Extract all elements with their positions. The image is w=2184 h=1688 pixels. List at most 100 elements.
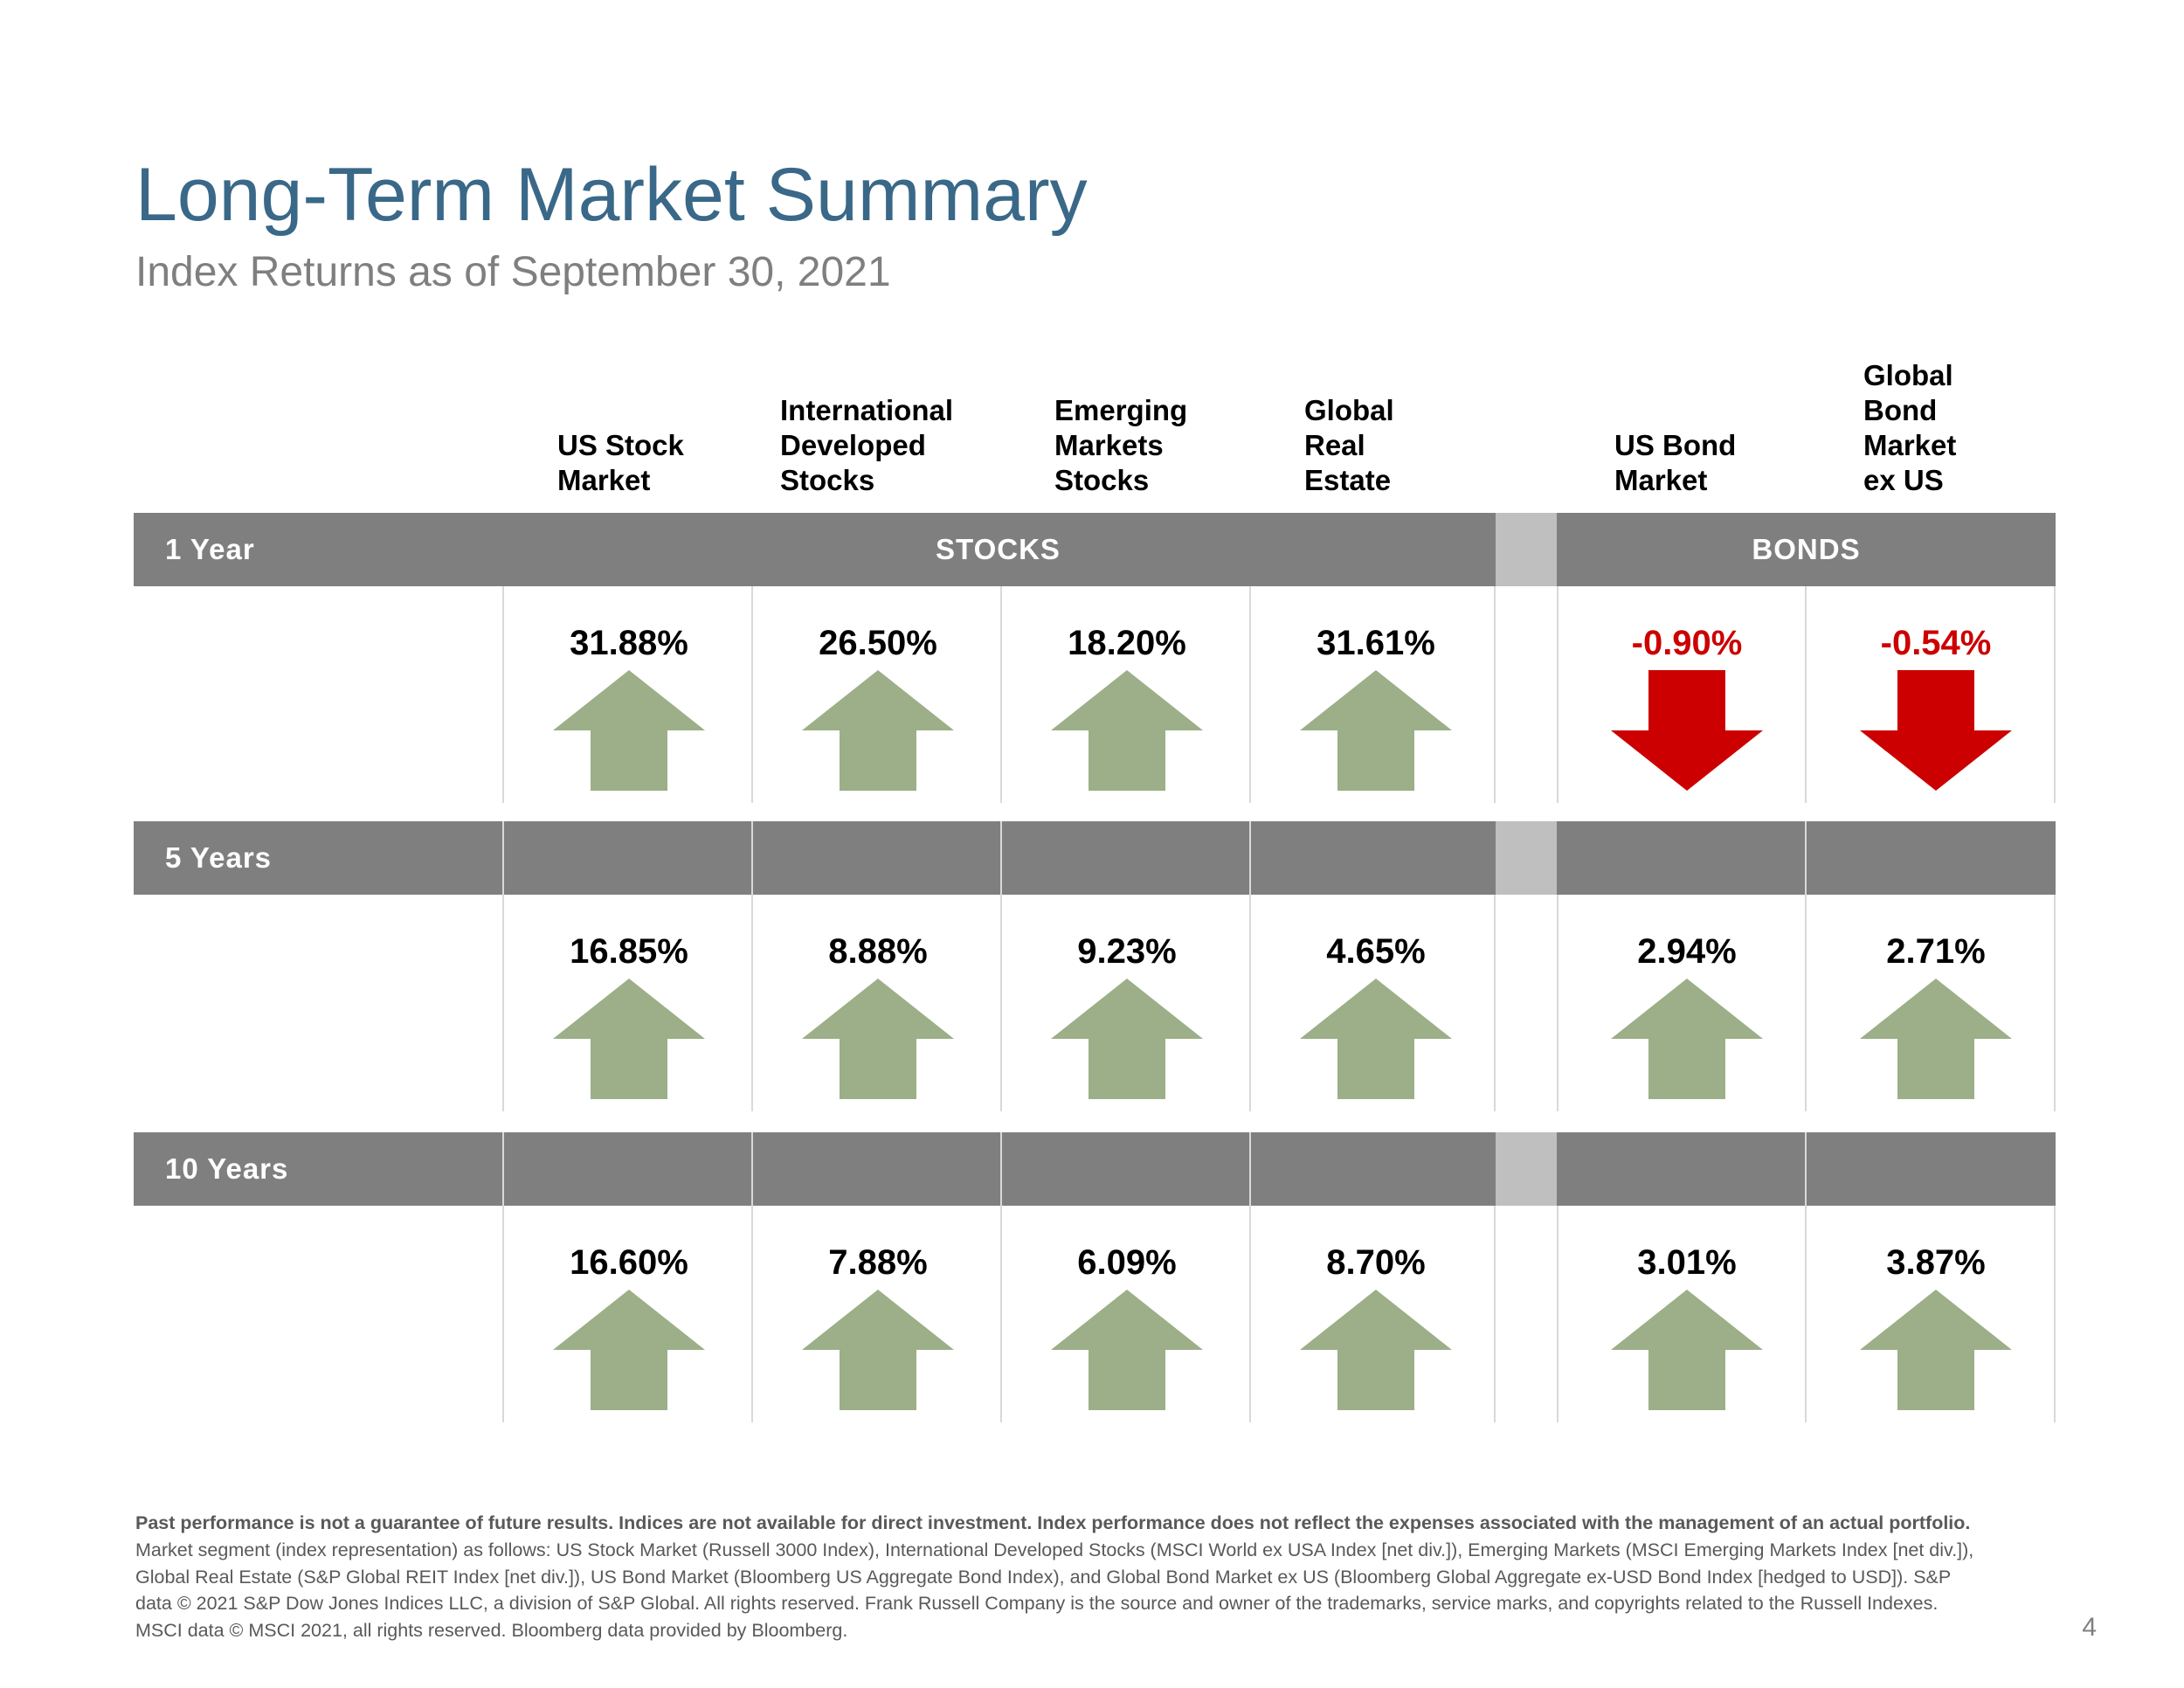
column-header-line: Market: [1614, 464, 1708, 496]
arrow-shape: [1300, 979, 1452, 1099]
grid-line: [751, 586, 753, 803]
up-arrow-icon: [802, 979, 954, 1099]
grid-line: [1494, 1206, 1496, 1422]
up-arrow-icon: [553, 670, 705, 791]
period-band: 5 Years: [134, 821, 2056, 895]
column-header-line: Estate: [1304, 464, 1392, 496]
group-label-stocks: STOCKS: [936, 533, 1061, 565]
grid-line: [2054, 895, 2056, 1111]
column-header-line: ex US: [1863, 464, 1944, 496]
grid-line: [502, 895, 504, 1111]
arrow-shape: [553, 670, 705, 791]
band-separator: [502, 821, 504, 895]
column-header-line: Markets: [1054, 429, 1164, 461]
arrow-shape: [1611, 670, 1763, 791]
grid-line: [1249, 895, 1251, 1111]
page-number: 4: [2082, 1613, 2097, 1642]
grid-line: [751, 895, 753, 1111]
page-title: Long-Term Market Summary: [135, 153, 1088, 237]
grid-line: [1000, 586, 1002, 803]
band-separator: [502, 1132, 504, 1206]
group-label-bonds: BONDS: [1752, 533, 1861, 565]
grid-line: [1557, 1206, 1559, 1422]
up-arrow-icon: [1860, 979, 2012, 1099]
return-value: 8.70%: [1326, 1243, 1426, 1282]
grid-line: [1249, 586, 1251, 803]
arrow-shape: [802, 1290, 954, 1410]
band-separator: [1249, 1132, 1251, 1206]
return-value: 2.71%: [1886, 932, 1986, 971]
arrow-shape: [1051, 670, 1203, 791]
return-value: 26.50%: [819, 624, 937, 662]
up-arrow-icon: [1860, 1290, 2012, 1410]
arrow-shape: [802, 979, 954, 1099]
return-value: -0.90%: [1631, 624, 1743, 662]
column-header-line: Global: [1304, 394, 1394, 426]
grid-line: [1805, 586, 1807, 803]
grid-line: [2054, 1206, 2056, 1422]
arrow-shape: [1860, 670, 2012, 791]
column-header-line: Bond: [1863, 394, 1938, 426]
up-arrow-icon: [1611, 1290, 1763, 1410]
band-separator: [751, 1132, 753, 1206]
arrow-shape: [1300, 670, 1452, 791]
return-value: 18.20%: [1068, 624, 1186, 662]
up-arrow-icon: [1300, 670, 1452, 791]
grid-line: [751, 1206, 753, 1422]
column-header-line: International: [780, 394, 954, 426]
column-header-line: Global: [1863, 359, 1953, 391]
column-header: US Bond Market: [1614, 428, 1736, 498]
period-label: 10 Years: [165, 1152, 289, 1185]
up-arrow-icon: [802, 1290, 954, 1410]
up-arrow-icon: [553, 1290, 705, 1410]
band-separator: [1805, 1132, 1807, 1206]
return-value: 16.85%: [570, 932, 688, 971]
footnote-sources: Market segment (index representation) as…: [135, 1539, 1974, 1642]
grid-line: [1557, 895, 1559, 1111]
arrow-shape: [1860, 1290, 2012, 1410]
column-header-line: Stocks: [1054, 464, 1150, 496]
down-arrow-icon: [1860, 670, 2012, 791]
up-arrow-icon: [802, 670, 954, 791]
band-separator: [751, 821, 753, 895]
footnote-disclaimer: Past performance is not a guarantee of f…: [135, 1512, 1971, 1533]
arrow-shape: [1860, 979, 2012, 1099]
band-gap: [1496, 821, 1557, 895]
up-arrow-icon: [1611, 979, 1763, 1099]
arrow-shape: [1611, 979, 1763, 1099]
up-arrow-icon: [1300, 1290, 1452, 1410]
up-arrow-icon: [1300, 979, 1452, 1099]
return-value: 3.01%: [1637, 1243, 1737, 1282]
grid-line: [502, 586, 504, 803]
return-value: 31.61%: [1317, 624, 1435, 662]
column-header: International Developed Stocks: [780, 393, 953, 498]
footnote: Past performance is not a guarantee of f…: [135, 1510, 1987, 1644]
period-band: 10 Years: [134, 1132, 2056, 1206]
grid-line: [1494, 895, 1496, 1111]
arrow-shape: [802, 670, 954, 791]
band-separator: [1000, 821, 1002, 895]
return-value: 8.88%: [828, 932, 928, 971]
grid-line: [1000, 1206, 1002, 1422]
band-separator: [1805, 821, 1807, 895]
grid-line: [2054, 586, 2056, 803]
band-gap: [1496, 513, 1557, 586]
grid-line: [1249, 1206, 1251, 1422]
return-value: 16.60%: [570, 1243, 688, 1282]
grid-line: [1557, 586, 1559, 803]
band-separator: [1000, 1132, 1002, 1206]
column-header-line: Stocks: [780, 464, 875, 496]
column-header: Emerging Markets Stocks: [1054, 393, 1187, 498]
page-subtitle: Index Returns as of September 30, 2021: [135, 249, 891, 295]
band-separator: [1249, 821, 1251, 895]
column-header-line: US Bond: [1614, 429, 1737, 461]
grid-line: [1805, 895, 1807, 1111]
arrow-shape: [1051, 979, 1203, 1099]
down-arrow-icon: [1611, 670, 1763, 791]
arrow-shape: [1051, 1290, 1203, 1410]
return-value: 7.88%: [828, 1243, 928, 1282]
arrow-shape: [553, 1290, 705, 1410]
period-band: 1 Year STOCKS BONDS: [134, 513, 2056, 586]
column-header-line: Emerging: [1054, 394, 1188, 426]
grid-line: [1000, 895, 1002, 1111]
